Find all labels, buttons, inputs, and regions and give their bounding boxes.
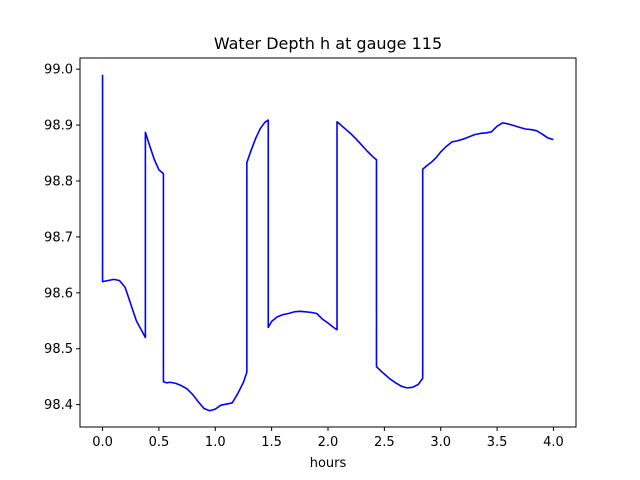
x-tick-label: 2.5 xyxy=(374,435,395,450)
y-tick-label: 98.7 xyxy=(44,230,73,245)
x-tick-label: 0.5 xyxy=(149,435,170,450)
x-tick-label: 3.5 xyxy=(487,435,508,450)
x-tick-label: 4.0 xyxy=(543,435,564,450)
x-tick-label: 0.0 xyxy=(92,435,113,450)
x-tick-label: 2.0 xyxy=(318,435,339,450)
y-axis-ticks: 98.4 98.5 98.6 98.7 98.8 98.9 99.0 xyxy=(44,63,80,413)
plot-lines xyxy=(101,74,554,412)
y-tick-label: 99.0 xyxy=(44,63,73,78)
plot-area-frame xyxy=(79,57,577,428)
y-tick-label: 98.4 xyxy=(44,398,73,413)
x-tick-label: 1.5 xyxy=(261,435,282,450)
y-tick-label: 98.9 xyxy=(44,119,73,134)
x-tick-label: 3.0 xyxy=(430,435,451,450)
y-tick-label: 98.8 xyxy=(44,175,73,190)
series-line xyxy=(101,74,554,412)
x-tick-label: 1.0 xyxy=(205,435,226,450)
y-tick-label: 98.5 xyxy=(44,342,73,357)
y-tick-label: 98.6 xyxy=(44,286,73,301)
chart-title: Water Depth h at gauge 115 xyxy=(214,34,442,53)
x-axis-ticks: 0.0 0.5 1.0 1.5 2.0 2.5 3.0 3.5 4.0 xyxy=(92,427,564,450)
x-axis-label: hours xyxy=(310,456,347,471)
